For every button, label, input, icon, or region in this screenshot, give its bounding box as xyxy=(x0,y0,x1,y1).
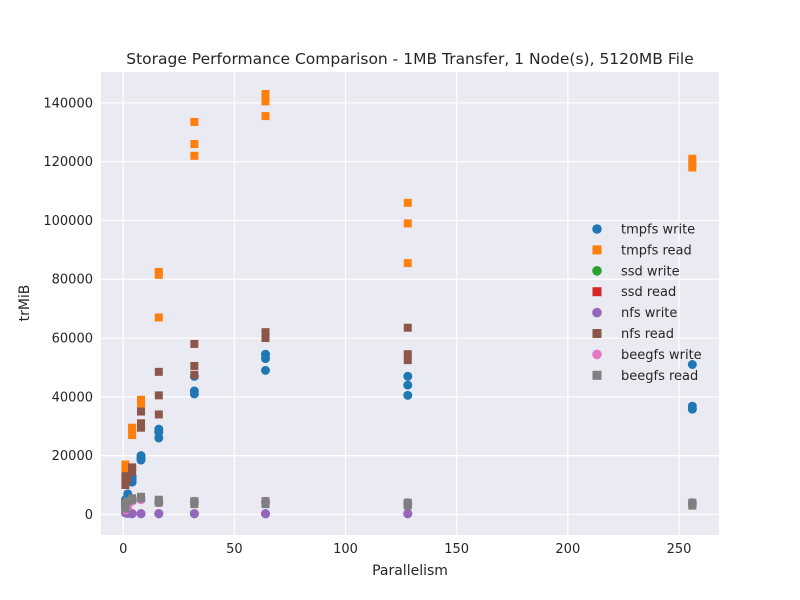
tmpfs-read-point xyxy=(403,219,412,228)
legend-marker-beegfs-read xyxy=(592,370,602,380)
tmpfs-read-point xyxy=(261,90,270,99)
tick-labels: 0 50 100 150 200 250 0 20000 40000 60000 80000 1000… xyxy=(43,96,691,557)
tmpfs-read-point xyxy=(261,112,270,121)
x-tick-label: 0 xyxy=(119,542,127,557)
chart-title: Storage Performance Comparison - 1MB Tra… xyxy=(126,50,694,68)
legend-label-tmpfs-write: tmpfs write xyxy=(621,223,695,238)
legend-label-ssd-read: ssd read xyxy=(621,285,676,300)
tmpfs-read-point xyxy=(403,259,412,268)
tmpfs-write-point xyxy=(261,349,271,359)
nfs-read-point xyxy=(123,475,132,484)
nfs-write-point xyxy=(136,509,146,519)
nfs-read-point xyxy=(137,419,146,428)
y-tick-label: 0 xyxy=(85,508,93,523)
grid-lines xyxy=(101,72,719,535)
nfs-write-point xyxy=(127,509,137,519)
legend-marker-beegfs-write xyxy=(592,349,602,360)
x-tick-label: 100 xyxy=(333,542,358,557)
tmpfs-read-point xyxy=(190,117,199,126)
tmpfs-write-point xyxy=(136,451,146,461)
tmpfs-read-point xyxy=(128,431,137,440)
legend-label-nfs-read: nfs read xyxy=(621,327,674,342)
legend-label-nfs-write: nfs write xyxy=(621,306,677,321)
beegfs-read-point xyxy=(137,492,146,501)
tmpfs-write-point xyxy=(403,390,413,400)
tmpfs-read-point xyxy=(688,163,697,172)
legend-label-beegfs-read: beegfs read xyxy=(621,369,698,384)
legend-marker-tmpfs-write xyxy=(592,224,602,234)
nfs-write-point xyxy=(261,509,271,519)
tmpfs-write-point xyxy=(403,371,413,381)
nfs-read-point xyxy=(403,356,412,365)
nfs-read-point xyxy=(190,361,199,370)
nfs-write-point xyxy=(154,509,164,519)
tmpfs-read-point xyxy=(261,97,270,106)
y-tick-label: 80000 xyxy=(52,273,93,288)
beegfs-read-point xyxy=(190,497,199,506)
legend: tmpfs write tmpfs read ssd write ssd read nf… xyxy=(592,223,702,384)
nfs-read-point xyxy=(137,423,146,432)
tmpfs-write-point xyxy=(687,359,697,369)
beegfs-read-point xyxy=(688,498,697,507)
tmpfs-read-point xyxy=(403,198,412,207)
legend-marker-ssd-read xyxy=(592,287,602,297)
nfs-read-point xyxy=(137,407,146,416)
y-tick-label: 60000 xyxy=(52,332,93,347)
nfs-read-point xyxy=(403,350,412,359)
data-points xyxy=(120,90,697,519)
y-tick-label: 20000 xyxy=(52,449,93,464)
y-tick-label: 100000 xyxy=(43,214,93,229)
y-tick-label: 120000 xyxy=(43,155,93,170)
beegfs-read-point xyxy=(123,497,132,506)
tmpfs-read-point xyxy=(688,154,697,163)
beegfs-read-point xyxy=(261,497,270,506)
nfs-write-point xyxy=(403,509,413,519)
tmpfs-read-point xyxy=(190,151,199,160)
nfs-read-point xyxy=(128,463,137,472)
tmpfs-write-point xyxy=(189,386,199,396)
legend-marker-tmpfs-read xyxy=(592,245,602,255)
tmpfs-read-point xyxy=(121,460,130,469)
tmpfs-write-point xyxy=(403,380,413,390)
nfs-read-point xyxy=(154,391,163,400)
tmpfs-read-point xyxy=(128,423,137,432)
legend-marker-nfs-read xyxy=(592,329,602,338)
beegfs-read-point xyxy=(403,498,412,507)
tmpfs-read-point xyxy=(688,159,697,168)
legend-marker-ssd-write xyxy=(592,266,602,276)
y-axis-label: trMiB xyxy=(17,285,33,322)
beegfs-read-point xyxy=(128,494,137,503)
tmpfs-read-point xyxy=(154,267,163,276)
tmpfs-write-point xyxy=(261,365,271,375)
tmpfs-read-point xyxy=(137,395,146,404)
nfs-read-point xyxy=(190,370,199,379)
nfs-write-point xyxy=(189,509,199,519)
x-tick-label: 200 xyxy=(555,542,580,557)
tmpfs-read-point xyxy=(190,140,199,149)
x-axis-label: Parallelism xyxy=(372,563,448,579)
legend-marker-nfs-write xyxy=(592,307,602,318)
nfs-read-point xyxy=(154,367,163,376)
x-tick-label: 50 xyxy=(226,542,243,557)
legend-label-ssd-write: ssd write xyxy=(621,264,680,279)
nfs-read-point xyxy=(154,410,163,419)
nfs-read-point xyxy=(261,328,270,337)
y-tick-label: 140000 xyxy=(43,96,93,111)
y-tick-label: 40000 xyxy=(52,390,93,405)
x-tick-label: 150 xyxy=(444,542,469,557)
nfs-read-point xyxy=(403,323,412,332)
tmpfs-write-point xyxy=(687,401,697,411)
legend-label-tmpfs-read: tmpfs read xyxy=(621,243,692,258)
beegfs-read-point xyxy=(154,495,163,504)
tmpfs-write-point xyxy=(154,424,164,434)
plot-background xyxy=(101,72,719,535)
tmpfs-read-point xyxy=(154,313,163,322)
x-tick-label: 250 xyxy=(667,542,692,557)
legend-label-beegfs-write: beegfs write xyxy=(621,348,702,363)
nfs-read-point xyxy=(190,339,199,348)
